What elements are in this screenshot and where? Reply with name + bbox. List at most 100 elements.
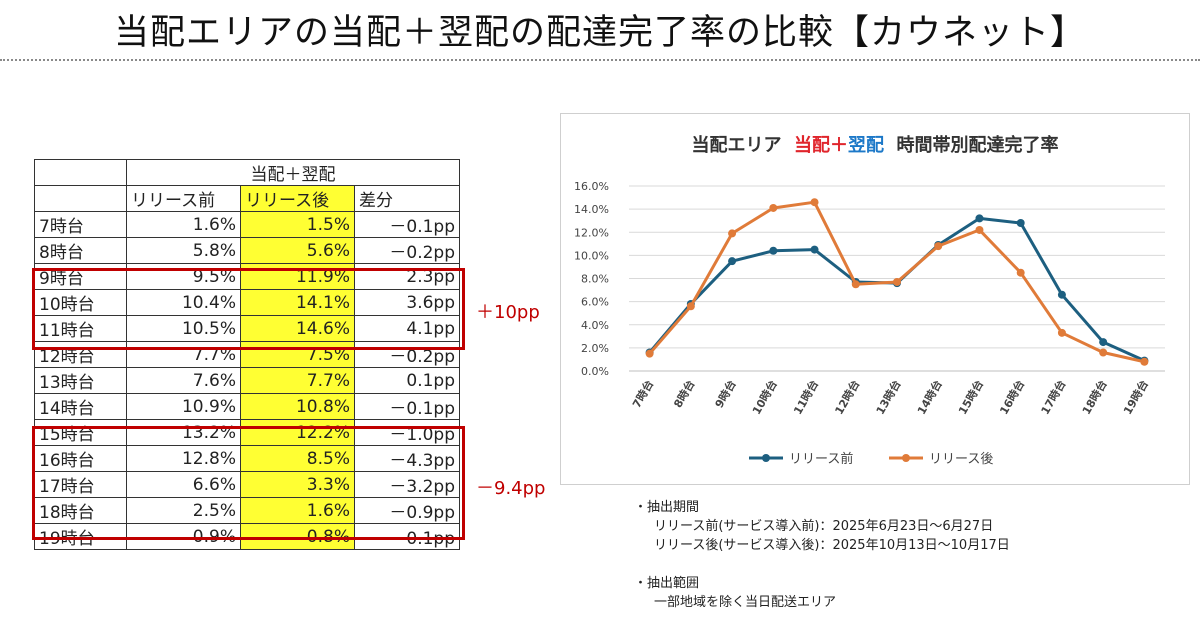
row-time-cell: 10時台 <box>34 289 127 316</box>
completion-rate-table: 当配＋翌配 リリース前 リリース後 差分 7時台 1.6% 1.5% －0.1pp 8時… <box>34 159 460 550</box>
row-time-cell: 11時台 <box>34 315 127 342</box>
table-row: 18時台 2.5% 1.6% －0.9pp <box>34 497 460 524</box>
y-tick-label: 2.0% <box>581 342 609 355</box>
y-tick-label: 4.0% <box>581 319 609 332</box>
row-after-cell: 3.3% <box>240 471 355 498</box>
chart-title: 当配エリア 当配＋翌配 時間帯別配達完了率 <box>561 131 1189 157</box>
table-corner-cell <box>34 185 127 212</box>
row-time-cell: 7時台 <box>34 211 127 238</box>
increase-highlight-box <box>32 268 465 350</box>
table-corner-cell <box>34 159 127 186</box>
table-row: 14時台 10.9% 10.8% －0.1pp <box>34 393 460 420</box>
row-diff-cell: －3.2pp <box>354 471 460 498</box>
notes-period-before: リリース前(サービス導入前)：2025年6月23日～6月27日 <box>654 519 994 534</box>
row-before-cell: 0.9% <box>126 523 241 550</box>
increase-annotation: ＋10pp <box>476 302 540 323</box>
data-point <box>769 246 778 255</box>
data-point <box>851 280 860 289</box>
data-point <box>934 242 943 251</box>
row-time-cell: 14時台 <box>34 393 127 420</box>
row-before-cell: 13.2% <box>126 419 241 446</box>
decrease-highlight-box <box>32 426 465 540</box>
row-diff-cell: 2.3pp <box>354 263 460 290</box>
x-tick-label: 19時台 <box>1120 378 1151 417</box>
data-point <box>1016 219 1025 227</box>
x-tick-label: 17時台 <box>1038 378 1069 417</box>
row-after-cell: 10.8% <box>240 393 355 420</box>
data-point <box>975 214 984 223</box>
table-column-header-row: リリース前 リリース後 差分 <box>34 185 460 212</box>
table-row: 15時台 13.2% 12.2% －1.0pp <box>34 419 460 446</box>
column-header-diff: 差分 <box>354 185 460 212</box>
chart-title-part-plus: ＋ <box>830 135 848 156</box>
row-time-cell: 12時台 <box>34 341 127 368</box>
row-before-cell: 5.8% <box>126 237 241 264</box>
x-tick-label: 13時台 <box>873 378 904 417</box>
row-time-cell: 8時台 <box>34 237 127 264</box>
notes-period-heading: ・抽出期間 <box>634 500 700 515</box>
table-row: 11時台 10.5% 14.6% 4.1pp <box>34 315 460 342</box>
row-diff-cell: －0.1pp <box>354 211 460 238</box>
y-tick-label: 10.0% <box>574 249 609 262</box>
y-tick-label: 16.0% <box>574 180 609 193</box>
x-tick-label: 18時台 <box>1079 378 1110 417</box>
page-title: 当配エリアの当配＋翌配の配達完了率の比較【カウネット】 <box>113 13 1086 53</box>
table-row: 9時台 9.5% 11.9% 2.3pp <box>34 263 460 290</box>
x-tick-label: 8時台 <box>670 378 697 411</box>
data-point <box>1057 328 1066 337</box>
notes-range-heading: ・抽出範囲 <box>634 576 700 591</box>
y-tick-label: 14.0% <box>574 203 609 216</box>
data-point <box>769 203 778 212</box>
notes-block: ・抽出期間 リリース前(サービス導入前)：2025年6月23日～6月27日 リリ… <box>634 498 1010 612</box>
y-tick-label: 8.0% <box>581 273 609 286</box>
row-diff-cell: －0.2pp <box>354 237 460 264</box>
row-diff-cell: －4.3pp <box>354 445 460 472</box>
data-point <box>1016 268 1025 277</box>
y-tick-label: 12.0% <box>574 226 609 239</box>
row-after-cell: 11.9% <box>240 263 355 290</box>
row-time-cell: 17時台 <box>34 471 127 498</box>
data-point <box>810 198 819 207</box>
row-after-cell: 5.6% <box>240 237 355 264</box>
table-row: 10時台 10.4% 14.1% 3.6pp <box>34 289 460 316</box>
data-point <box>645 349 654 358</box>
data-point <box>1099 348 1108 357</box>
row-after-cell: 8.5% <box>240 445 355 472</box>
data-point <box>686 302 695 311</box>
row-after-cell: 14.6% <box>240 315 355 342</box>
row-diff-cell: 0.1pp <box>354 367 460 394</box>
x-tick-label: 14時台 <box>914 378 945 417</box>
table-row: 8時台 5.8% 5.6% －0.2pp <box>34 237 460 264</box>
row-before-cell: 7.6% <box>126 367 241 394</box>
row-after-cell: 12.2% <box>240 419 355 446</box>
row-after-cell: 1.6% <box>240 497 355 524</box>
row-diff-cell: －0.1pp <box>354 393 460 420</box>
chart-title-part-area: 当配エリア <box>691 135 782 156</box>
y-tick-label: 0.0% <box>581 365 609 378</box>
table-row: 13時台 7.6% 7.7% 0.1pp <box>34 367 460 394</box>
chart-title-part-same-day: 当配 <box>794 135 830 156</box>
row-time-cell: 9時台 <box>34 263 127 290</box>
decrease-annotation: －9.4pp <box>476 478 546 499</box>
row-time-cell: 13時台 <box>34 367 127 394</box>
x-tick-label: 11時台 <box>790 378 821 417</box>
table-row: 17時台 6.6% 3.3% －3.2pp <box>34 471 460 498</box>
notes-range-text: 一部地域を除く当日配送エリア <box>654 595 837 610</box>
row-before-cell: 9.5% <box>126 263 241 290</box>
row-after-cell: 1.5% <box>240 211 355 238</box>
legend-label: リリース前 <box>789 451 853 467</box>
x-tick-label: 15時台 <box>955 378 986 417</box>
chart-title-part-next-day: 翌配 <box>848 135 884 156</box>
data-point <box>975 225 984 234</box>
series-line-before <box>648 216 1146 362</box>
row-time-cell: 15時台 <box>34 419 127 446</box>
row-before-cell: 10.5% <box>126 315 241 342</box>
legend-marker <box>902 454 910 462</box>
legend-marker <box>762 454 770 462</box>
table-row: 16時台 12.8% 8.5% －4.3pp <box>34 445 460 472</box>
data-point <box>893 277 901 286</box>
x-tick-label: 16時台 <box>997 378 1028 417</box>
table-group-header: 当配＋翌配 <box>126 159 460 186</box>
data-point <box>728 229 737 238</box>
data-point <box>810 245 819 254</box>
